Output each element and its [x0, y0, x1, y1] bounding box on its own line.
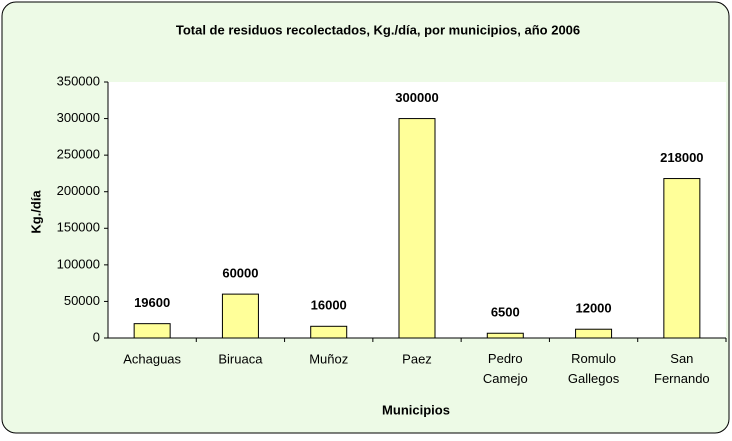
y-tick-label: 300000: [57, 110, 100, 125]
x-tick-label: Biruaca: [218, 351, 263, 366]
y-tick-label: 250000: [57, 147, 100, 162]
x-tick-label: San Fernando: [654, 351, 710, 386]
data-label: 60000: [222, 266, 258, 281]
bar: [133, 323, 171, 339]
x-tick-label: Muñoz: [309, 351, 348, 366]
y-tick-label: 150000: [57, 220, 100, 235]
bar: [663, 178, 701, 339]
data-label: 12000: [575, 301, 611, 316]
y-tick-label: 200000: [57, 183, 100, 198]
data-label: 16000: [311, 298, 347, 313]
bar: [575, 328, 613, 339]
x-tick-label: Romulo Gallegos: [568, 351, 620, 386]
x-tick-label: Pedro Camejo: [483, 351, 528, 386]
y-tick-label: 350000: [57, 73, 100, 88]
data-label: 300000: [395, 90, 438, 105]
bar: [398, 118, 436, 339]
x-tick-label: Achaguas: [123, 351, 181, 366]
data-label: 218000: [660, 150, 703, 165]
y-tick-label: 0: [93, 329, 100, 344]
x-axis-label: Municipios: [382, 402, 450, 417]
y-tick-label: 50000: [64, 293, 100, 308]
y-tick-label: 100000: [57, 256, 100, 271]
chart-title: Total de residuos recolectados, Kg./día,…: [176, 22, 580, 37]
bar: [310, 325, 348, 339]
data-label: 6500: [491, 305, 520, 320]
bar: [221, 293, 259, 339]
data-label: 19600: [134, 295, 170, 310]
y-axis-label: Kg./día: [28, 190, 43, 234]
x-tick-label: Paez: [402, 351, 432, 366]
bar: [486, 332, 524, 339]
